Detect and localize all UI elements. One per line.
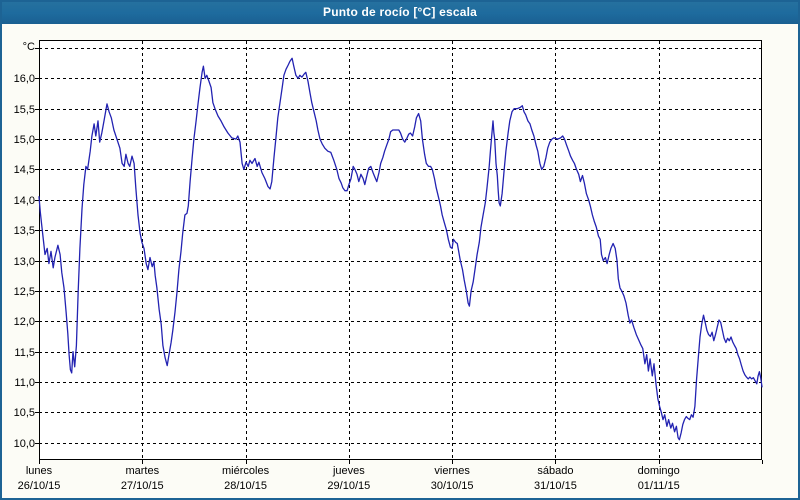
- x-day-date: 31/10/15: [534, 480, 577, 492]
- y-tick-label: 16,0: [13, 72, 35, 85]
- y-axis-unit-label: °C: [22, 41, 35, 53]
- y-tick-label: 11,0: [14, 376, 35, 389]
- x-day-date: 26/10/15: [17, 480, 61, 492]
- y-tick-label: 10,0: [13, 437, 35, 450]
- y-tick-label: 10,5: [13, 406, 35, 419]
- chart-title: Punto de rocío [°C] escala: [322, 5, 478, 19]
- x-day-name: viernes: [434, 465, 470, 477]
- x-day-date: 01/11/15: [637, 480, 680, 492]
- plot-background: [39, 40, 762, 460]
- x-day-name: lunes: [25, 465, 53, 477]
- y-tick-label: 15,5: [13, 103, 35, 116]
- x-day-name: sábado: [537, 465, 574, 477]
- y-tick-label: 13,0: [13, 255, 35, 268]
- y-tick-label: 14,5: [13, 163, 35, 176]
- x-day-date: 29/10/15: [327, 480, 371, 492]
- x-day-name: jueves: [332, 465, 365, 477]
- chart-titlebar: Punto de rocío [°C] escala: [2, 2, 798, 24]
- x-day-name: martes: [125, 465, 160, 477]
- y-tick-label: 13,5: [13, 224, 35, 237]
- y-tick-label: 15,0: [13, 133, 35, 146]
- y-tick-label: 12,0: [13, 315, 35, 328]
- y-tick-label: 11,5: [14, 346, 35, 359]
- x-day-name: domingo: [637, 465, 680, 477]
- x-day-date: 30/10/15: [430, 480, 474, 492]
- x-day-date: 27/10/15: [120, 480, 164, 492]
- y-tick-label: 14,0: [13, 194, 35, 207]
- x-day-name: miércoles: [222, 465, 270, 477]
- y-tick-label: 12,5: [13, 285, 35, 298]
- plot-frame: [39, 40, 762, 460]
- dewpoint-series-line: [38, 57, 763, 441]
- x-day-date: 28/10/15: [224, 480, 267, 492]
